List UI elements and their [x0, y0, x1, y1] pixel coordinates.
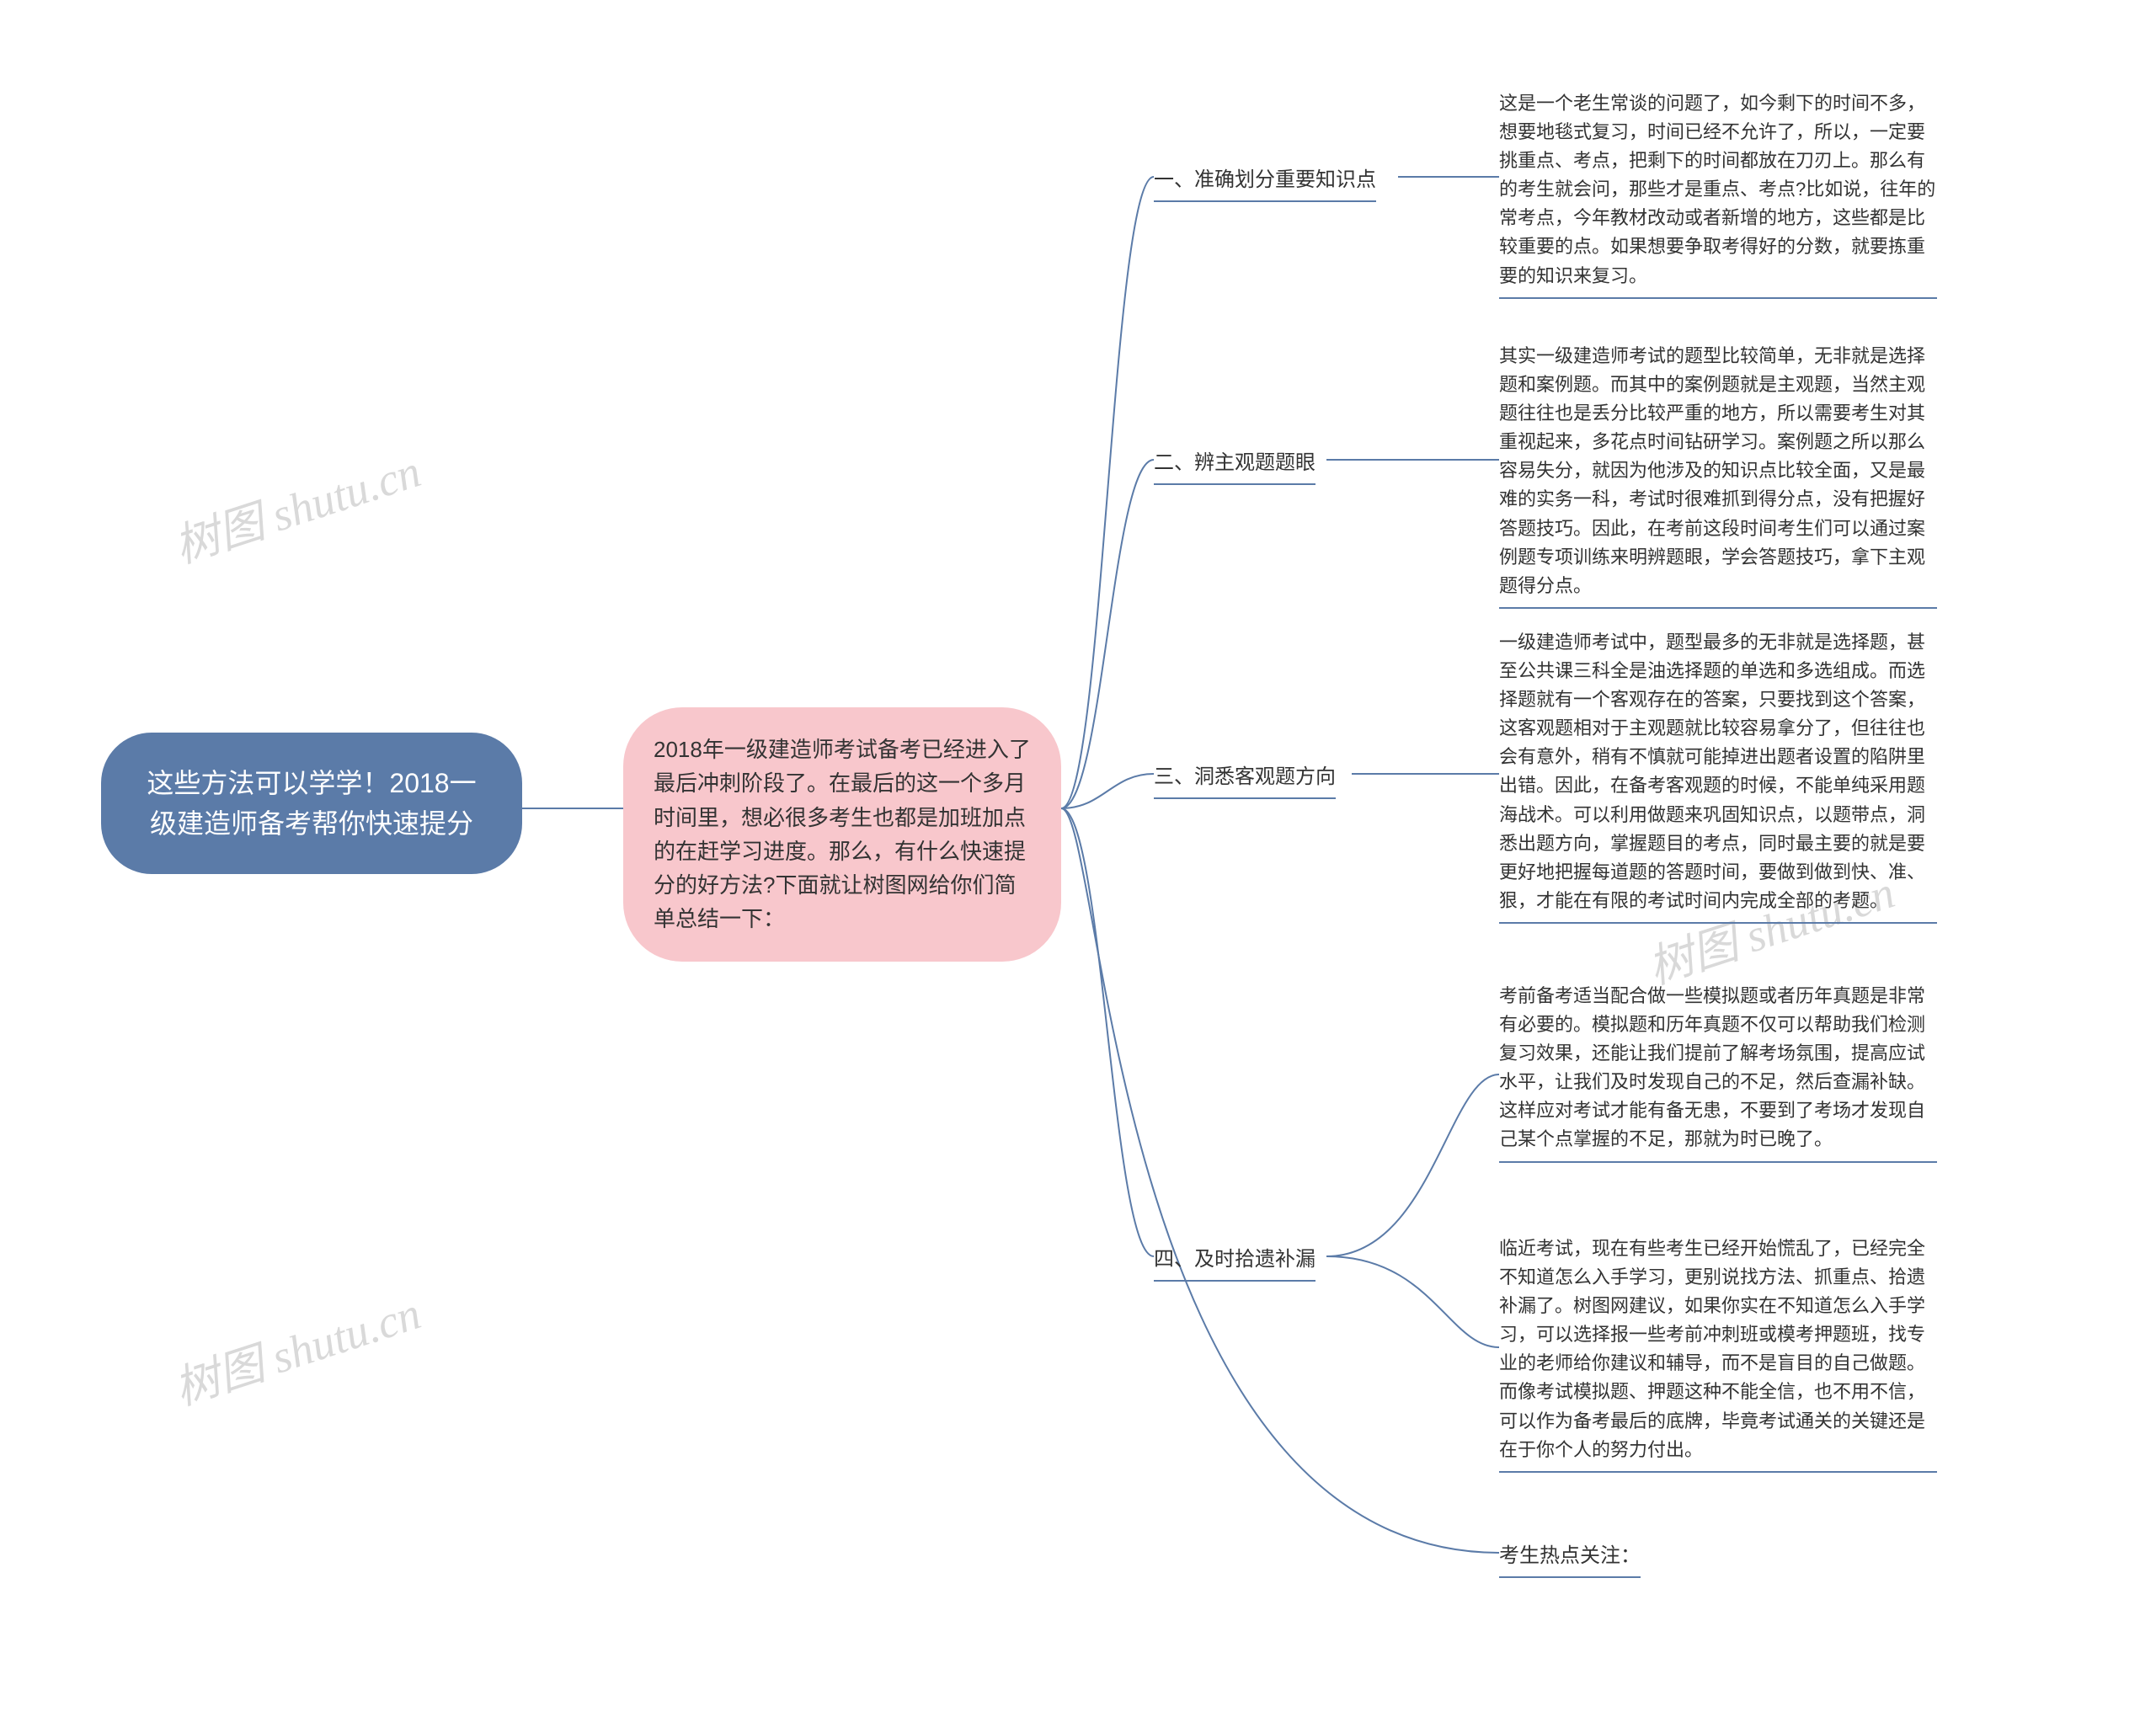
branch-label-text: 一、准确划分重要知识点: [1154, 168, 1376, 191]
branch-label-text: 考生热点关注：: [1499, 1544, 1641, 1567]
branch-label-text: 二、辨主观题题眼: [1154, 451, 1315, 474]
branch-4-detail-1: 临近考试，现在有些考生已经开始慌乱了，已经完全不知道怎么入手学习，更别说找方法、…: [1499, 1229, 1937, 1473]
connector-path: [1326, 1256, 1499, 1347]
branch-label-2[interactable]: 二、辨主观题题眼: [1154, 448, 1315, 485]
connector-path: [1061, 177, 1154, 808]
root-text: 这些方法可以学学！2018一级建造师备考帮你快速提分: [147, 768, 476, 839]
connector-path: [1061, 774, 1154, 808]
branch-label-text: 四、及时拾遗补漏: [1154, 1248, 1315, 1271]
branch-label-text: 三、洞悉客观题方向: [1154, 765, 1336, 788]
branch-4-detail-0: 考前备考适当配合做一些模拟题或者历年真题是非常有必要的。模拟题和历年真题不仅可以…: [1499, 977, 1937, 1163]
connector-path: [1061, 808, 1499, 1553]
mindmap-root[interactable]: 这些方法可以学学！2018一级建造师备考帮你快速提分: [101, 733, 522, 874]
branch-label-3[interactable]: 三、洞悉客观题方向: [1154, 762, 1336, 799]
connector-path: [1061, 460, 1154, 808]
watermark: 树图 shutu.cn: [164, 434, 428, 576]
branch-label-5[interactable]: 考生热点关注：: [1499, 1541, 1641, 1578]
mindmap-intro[interactable]: 2018年一级建造师考试备考已经进入了最后冲刺阶段了。在最后的这一个多月时间里，…: [623, 707, 1061, 962]
branch-1-detail-0: 这是一个老生常谈的问题了，如今剩下的时间不多，想要地毯式复习，时间已经不允许了，…: [1499, 84, 1937, 299]
connector-path: [1061, 808, 1154, 1256]
branch-2-detail-0: 其实一级建造师考试的题型比较简单，无非就是选择题和案例题。而其中的案例题就是主观…: [1499, 337, 1937, 609]
branch-3-detail-0: 一级建造师考试中，题型最多的无非就是选择题，甚至公共课三科全是油选择题的单选和多…: [1499, 623, 1937, 924]
connector-path: [1326, 1074, 1499, 1256]
branch-label-4[interactable]: 四、及时拾遗补漏: [1154, 1245, 1315, 1282]
intro-text: 2018年一级建造师考试备考已经进入了最后冲刺阶段了。在最后的这一个多月时间里，…: [654, 737, 1031, 931]
watermark: 树图 shutu.cn: [164, 1276, 428, 1418]
branch-label-1[interactable]: 一、准确划分重要知识点: [1154, 165, 1376, 202]
